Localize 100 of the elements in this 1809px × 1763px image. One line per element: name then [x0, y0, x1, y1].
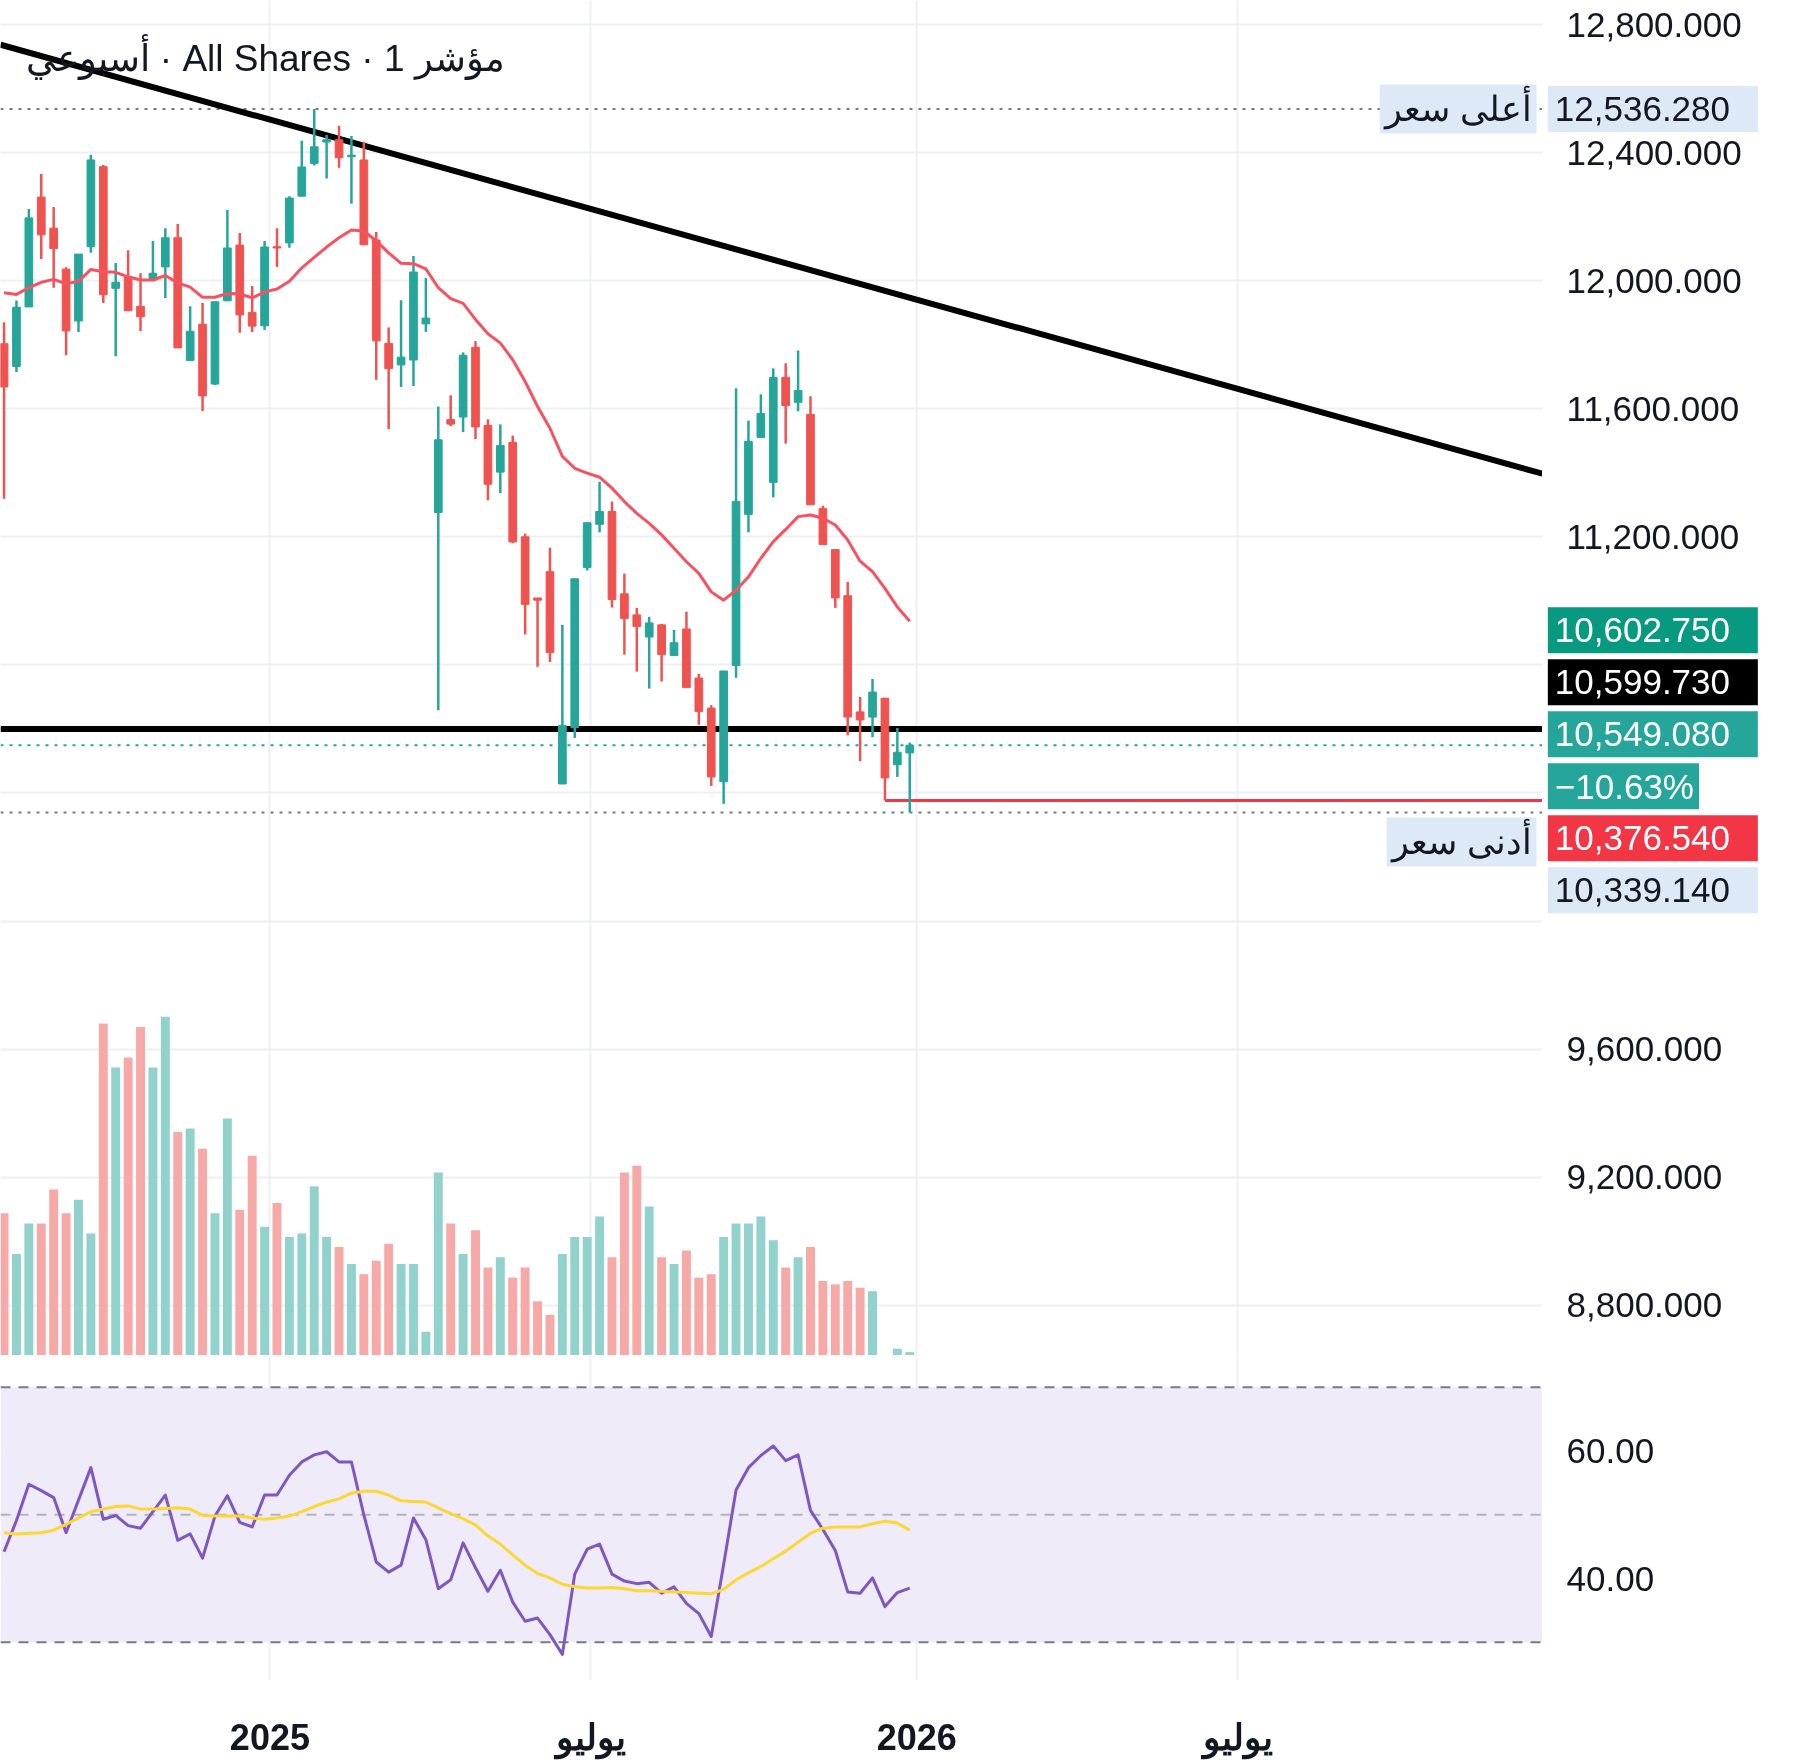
candlestick [632, 606, 642, 673]
bar [706, 1274, 716, 1355]
y-tick-label: 60.00 [1566, 1431, 1655, 1471]
candlestick [421, 276, 431, 334]
bar [520, 1267, 530, 1355]
candlestick [309, 107, 319, 167]
candlestick [334, 124, 344, 169]
line-series [2, 1489, 912, 1596]
x-tick-label: يوليو [552, 1716, 626, 1760]
bar [483, 1267, 493, 1355]
bar [371, 1260, 381, 1355]
x-tick-label: يوليو [1199, 1716, 1273, 1760]
annotation: أدنى سعر [1389, 818, 1532, 864]
y-tick-label: 40.00 [1566, 1558, 1655, 1598]
bar [49, 1189, 59, 1355]
bar [284, 1236, 294, 1355]
bar [272, 1203, 282, 1355]
bar [433, 1172, 443, 1355]
bar [210, 1213, 220, 1355]
bar [86, 1233, 96, 1355]
x-tick-label: 2025 [229, 1716, 310, 1758]
candlestick [247, 284, 257, 334]
bar [830, 1284, 840, 1355]
bar [607, 1257, 617, 1355]
series-label: 10,376.540 [1554, 818, 1731, 858]
bar [198, 1148, 208, 1355]
candlestick [595, 480, 604, 534]
candlestick [49, 205, 59, 289]
bar [781, 1267, 791, 1355]
candlestick [446, 394, 456, 428]
bar [892, 1348, 902, 1355]
bar [644, 1206, 654, 1355]
bar [11, 1253, 21, 1355]
bar [24, 1223, 34, 1355]
bar [247, 1155, 257, 1355]
bar [570, 1236, 580, 1355]
bar [694, 1277, 704, 1355]
text: 10,602.750 [1554, 610, 1731, 650]
bar [557, 1253, 567, 1355]
candlestick [111, 261, 121, 358]
y-tick-label: 9,600.000 [1566, 1029, 1723, 1069]
line-series [2, 228, 912, 623]
bar [222, 1118, 232, 1355]
bar [669, 1264, 679, 1355]
y-tick-label: 11,200.000 [1566, 516, 1740, 556]
ref-line-label: 10,599.730 [1554, 662, 1731, 702]
bar [36, 1223, 46, 1355]
bar [260, 1226, 270, 1355]
bar [619, 1172, 629, 1355]
bar [843, 1280, 853, 1355]
candlestick [644, 615, 654, 690]
bar [98, 1023, 108, 1355]
bar [0, 1213, 9, 1355]
bar [545, 1314, 555, 1355]
candlestick [347, 134, 356, 206]
bar [818, 1280, 828, 1355]
candlestick [533, 596, 542, 669]
bar [768, 1240, 778, 1355]
y-tick-label: 11,600.000 [1566, 388, 1740, 428]
bar [148, 1067, 158, 1355]
candlestick [322, 133, 331, 180]
bar [582, 1236, 592, 1355]
bar [346, 1264, 356, 1355]
ref-line-label: 12,536.280 [1554, 88, 1731, 128]
y-tick-label: 12,400.000 [1566, 132, 1742, 172]
candlestick [396, 298, 406, 389]
y-tick-label: 12,000.000 [1566, 260, 1742, 300]
bar [359, 1274, 369, 1355]
bar [446, 1223, 456, 1355]
bar [595, 1216, 605, 1355]
bar [632, 1165, 642, 1355]
bar [185, 1128, 195, 1355]
bar [235, 1209, 245, 1355]
candlestick [136, 272, 145, 333]
bar [495, 1257, 505, 1355]
bar [74, 1199, 83, 1355]
bar [508, 1277, 518, 1355]
annotation: أعلى سعر [1382, 85, 1532, 131]
candlestick [793, 349, 803, 413]
bar [719, 1236, 729, 1355]
bar [905, 1352, 915, 1355]
bar [334, 1247, 344, 1355]
candlestick [855, 695, 865, 763]
bar [681, 1250, 691, 1355]
bar [61, 1213, 71, 1355]
bar [421, 1331, 431, 1355]
bar [458, 1253, 468, 1355]
bar [731, 1223, 741, 1355]
bar [111, 1067, 121, 1355]
bar [123, 1057, 133, 1355]
y-tick-label: 12,800.000 [1566, 4, 1742, 44]
line-series [2, 1444, 912, 1656]
bar [533, 1301, 543, 1355]
bar [743, 1223, 753, 1355]
bar [793, 1257, 803, 1355]
bar [396, 1264, 406, 1355]
bar [806, 1247, 815, 1355]
bar [657, 1257, 667, 1355]
candlestick [272, 226, 282, 269]
bar [471, 1230, 480, 1355]
